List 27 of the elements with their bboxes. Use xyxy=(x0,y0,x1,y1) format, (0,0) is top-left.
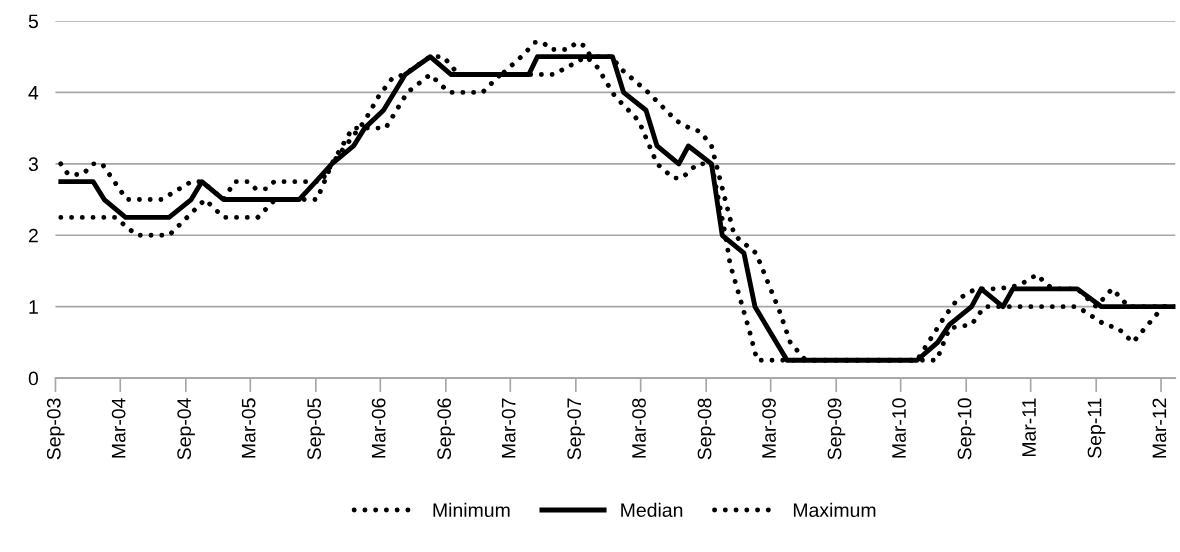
y-tick-label: 4 xyxy=(28,86,39,100)
legend-label: Maximum xyxy=(793,502,876,518)
x-tick-label: Sep-11 xyxy=(1087,398,1106,458)
x-tick-label: Sep-08 xyxy=(697,398,716,460)
x-tick-label: Sep-03 xyxy=(46,398,65,460)
y-tick-label: 2 xyxy=(28,228,38,243)
x-tick-label: Mar-11 xyxy=(1022,398,1036,457)
y-tick-label: 0 xyxy=(28,371,39,386)
y-tick-label: 1 xyxy=(29,300,38,314)
y-tick-label: 5 xyxy=(28,14,38,29)
x-tick-label: Sep-10 xyxy=(957,398,976,460)
x-tick-label: Sep-09 xyxy=(827,398,846,460)
x-tick-label: Mar-07 xyxy=(501,398,516,458)
x-tick-label: Mar-04 xyxy=(111,398,126,458)
legend-label: Median xyxy=(621,502,683,518)
x-tick-label: Mar-05 xyxy=(241,398,256,458)
x-tick-label: Sep-07 xyxy=(567,398,585,460)
x-tick-label: Mar-10 xyxy=(892,398,906,458)
x-tick-label: Mar-12 xyxy=(1152,398,1167,458)
legend-label: Minimum xyxy=(433,502,510,518)
x-tick-label: Sep-06 xyxy=(437,398,455,460)
x-tick-label: Sep-05 xyxy=(307,398,325,460)
x-tick-label: Mar-06 xyxy=(371,398,386,458)
x-tick-label: Mar-09 xyxy=(762,398,776,458)
x-tick-label: Sep-04 xyxy=(177,398,195,460)
y-tick-label: 3 xyxy=(28,157,38,172)
x-tick-label: Mar-08 xyxy=(632,398,646,458)
